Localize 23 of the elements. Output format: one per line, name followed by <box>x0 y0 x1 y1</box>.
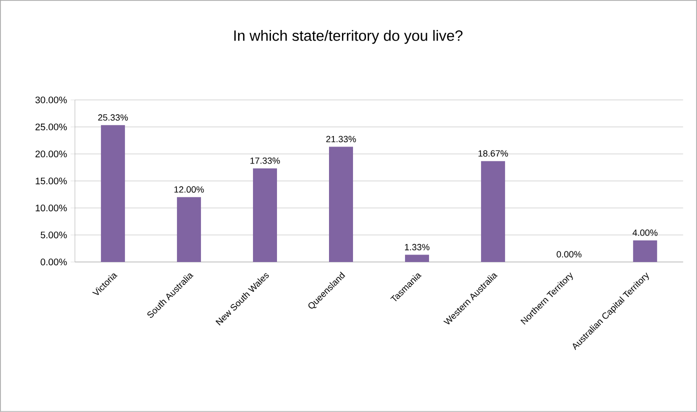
bar <box>252 168 277 262</box>
data-label: 17.33% <box>250 158 280 164</box>
bar <box>405 254 430 262</box>
data-label: 4.00% <box>632 230 658 236</box>
y-tick-label: 30.00% <box>35 96 67 104</box>
bar <box>633 240 658 262</box>
data-label: 21.33% <box>326 136 356 142</box>
chart-title: In which state/territory do you live? <box>234 30 462 44</box>
data-label: 1.33% <box>405 244 430 250</box>
y-tick-label: 5.00% <box>40 232 67 238</box>
y-tick-label: 15.00% <box>36 178 67 184</box>
data-label: 12.00% <box>174 186 204 193</box>
y-tick-label: 20.00% <box>36 150 67 158</box>
bar <box>481 161 506 262</box>
bar <box>176 197 201 262</box>
y-tick-label: 0.00% <box>40 258 67 266</box>
data-label: 18.67% <box>478 150 508 157</box>
bar <box>100 125 125 262</box>
data-label: 25.33% <box>98 114 128 121</box>
data-label: 0.00% <box>556 251 582 258</box>
y-tick-label: 10.00% <box>36 204 67 212</box>
y-tick-label: 25.00% <box>36 124 67 130</box>
bar <box>329 146 354 262</box>
